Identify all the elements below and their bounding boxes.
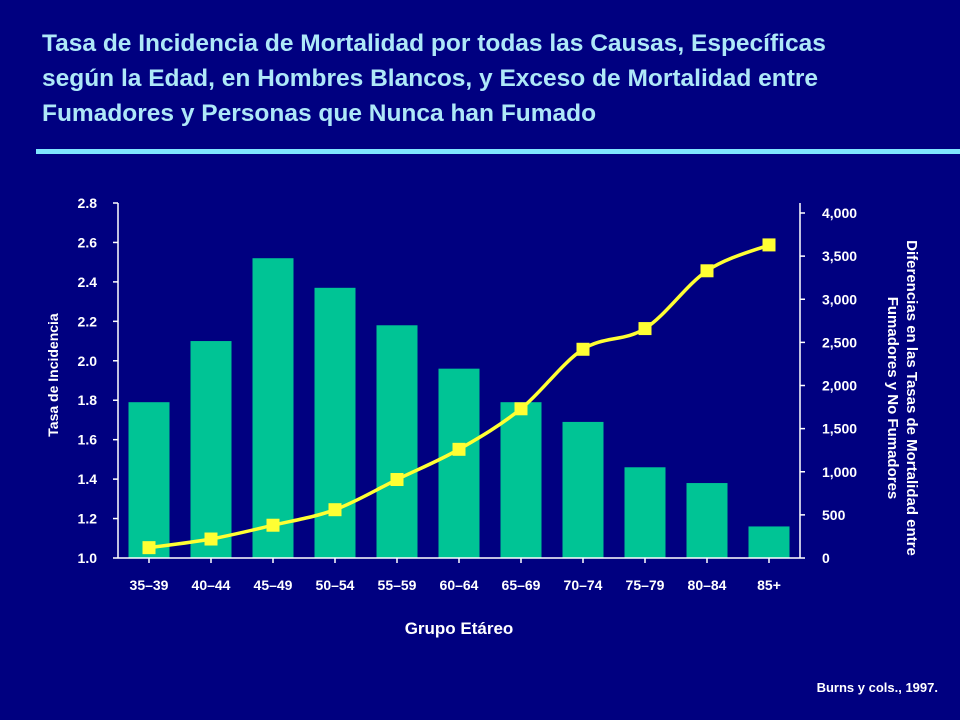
chart-title: Tasa de Incidencia de Mortalidad por tod… <box>42 26 942 131</box>
bar-4 <box>376 325 418 558</box>
bar-8 <box>624 467 666 558</box>
source-credit: Burns y cols., 1997. <box>816 680 938 695</box>
x-tick-label: 85+ <box>757 577 781 593</box>
line-marker-0 <box>142 541 156 555</box>
line-series <box>142 238 776 555</box>
x-tick-label: 70–74 <box>564 577 603 593</box>
line-marker-7 <box>576 342 590 356</box>
y-tick-label: 2.0 <box>78 353 98 369</box>
bar-3 <box>314 287 356 558</box>
bar-6 <box>500 402 542 558</box>
line-marker-3 <box>328 503 342 517</box>
line-marker-2 <box>266 518 280 532</box>
y-axis-title: Tasa de Incidencia <box>45 313 61 437</box>
line-marker-1 <box>204 532 218 546</box>
x-tick-label: 55–59 <box>378 577 417 593</box>
x-tick-label: 35–39 <box>130 577 169 593</box>
y2-tick-label: 1,500 <box>822 421 857 437</box>
line-marker-10 <box>762 238 776 252</box>
x-tick-label: 45–49 <box>254 577 293 593</box>
y2-tick-label: 1,000 <box>822 464 857 480</box>
x-tick-label: 75–79 <box>626 577 665 593</box>
bar-5 <box>438 368 480 558</box>
y-tick-label: 2.8 <box>78 195 98 211</box>
x-tick-label: 40–44 <box>192 577 231 593</box>
line-marker-9 <box>700 264 714 278</box>
line-marker-5 <box>452 442 466 456</box>
y-tick-label: 1.4 <box>78 471 98 487</box>
y2-tick-label: 2,500 <box>822 334 857 350</box>
y2-axis-title: Fumadores y No Fumadores <box>884 297 901 500</box>
y2-tick-label: 4,000 <box>822 205 857 221</box>
line-marker-6 <box>514 402 528 416</box>
line-marker-4 <box>390 473 404 487</box>
line-marker-8 <box>638 322 652 336</box>
y-tick-label: 1.2 <box>78 511 98 527</box>
y-tick-label: 1.0 <box>78 550 98 566</box>
y2-tick-label: 500 <box>822 507 846 523</box>
y-tick-label: 2.2 <box>78 313 98 329</box>
bar-2 <box>252 258 294 558</box>
y-tick-label: 1.6 <box>78 432 98 448</box>
bar-1 <box>190 341 232 558</box>
y2-tick-label: 0 <box>822 550 830 566</box>
y-tick-label: 2.4 <box>78 274 98 290</box>
bar-7 <box>562 421 604 558</box>
chart-axes: 1.0 1.2 1.4 1.6 1.8 2.0 2.2 2.4 2.6 2.8 0 500 1,000 1… <box>45 195 920 638</box>
y2-tick-label: 3,000 <box>822 291 857 307</box>
y2-axis-title: Diferencias en las Tasas de Mortalidad e… <box>903 240 920 556</box>
title-divider <box>36 149 960 154</box>
x-tick-label: 65–69 <box>502 577 541 593</box>
y-tick-label: 2.6 <box>78 234 98 250</box>
x-tick-label: 50–54 <box>316 577 355 593</box>
y-tick-label: 1.8 <box>78 392 98 408</box>
bar-0 <box>128 402 170 558</box>
x-tick-label: 80–84 <box>688 577 727 593</box>
y2-tick-label: 2,000 <box>822 378 857 394</box>
x-tick-label: 60–64 <box>440 577 479 593</box>
x-axis-title: Grupo Etáreo <box>405 619 514 638</box>
bar-series <box>128 258 790 558</box>
bar-10 <box>748 526 790 558</box>
title-line: Tasa de Incidencia de Mortalidad por tod… <box>42 30 826 57</box>
bar-9 <box>686 483 728 558</box>
y2-tick-label: 3,500 <box>822 248 857 264</box>
title-line: Fumadores y Personas que Nunca han Fumad… <box>42 100 597 127</box>
title-line: según la Edad, en Hombres Blancos, y Exc… <box>42 65 819 92</box>
